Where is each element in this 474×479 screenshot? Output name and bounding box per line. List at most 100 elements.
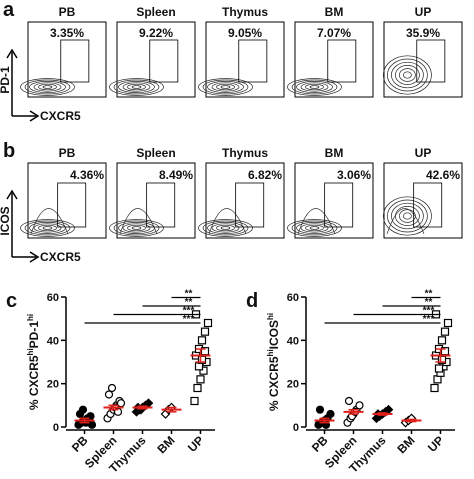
significance-label: ** — [185, 297, 193, 308]
contour — [216, 224, 235, 232]
plot-title: Thymus — [222, 5, 268, 19]
arrow-head — [6, 48, 18, 59]
data-point — [200, 327, 210, 336]
gate — [413, 182, 443, 228]
y-axis-label-part: PD-1 — [27, 321, 41, 349]
x-tick-label: PB — [309, 433, 331, 455]
contour — [20, 78, 75, 96]
plot-title: Spleen — [136, 5, 175, 19]
y-tick-label: 0 — [53, 422, 59, 434]
y-axis-label-part: ICOS — [267, 320, 281, 349]
gate-percent: 8.49% — [159, 168, 193, 182]
contour — [33, 82, 62, 92]
data-point — [87, 420, 97, 429]
contour — [118, 81, 155, 93]
y-axis-label-part: hi — [26, 348, 35, 355]
y-axis-label: ICOS — [0, 206, 12, 235]
contour — [395, 206, 420, 226]
contour — [309, 85, 320, 89]
x-tick-label: PB — [69, 433, 91, 455]
panel-letter: d — [246, 290, 258, 312]
contour — [198, 219, 253, 237]
y-axis-label: % CXCR5hiPD-1hi — [26, 314, 41, 410]
contour — [395, 65, 420, 85]
gate — [60, 39, 90, 83]
contour — [42, 226, 53, 230]
data-point — [440, 327, 450, 336]
arrow-head — [29, 110, 40, 122]
y-axis-label: PD-1 — [0, 66, 12, 94]
contour — [131, 226, 142, 230]
contour — [38, 83, 57, 91]
y-tick-label: 0 — [293, 422, 299, 434]
plot-title: UP — [415, 146, 432, 160]
panel-letter: c — [6, 290, 17, 312]
significance-label: ** — [185, 289, 193, 300]
gate — [57, 182, 87, 228]
contour — [202, 220, 249, 236]
x-tick-label: BM — [395, 433, 418, 456]
contour — [305, 83, 324, 91]
contour — [109, 219, 164, 237]
y-tick-label: 60 — [287, 292, 299, 304]
arrow-head — [29, 251, 40, 263]
arrow-head — [6, 189, 18, 200]
y-axis-label-part: hi — [26, 314, 35, 321]
gate — [416, 39, 446, 83]
data-point — [355, 401, 364, 410]
contour — [305, 224, 324, 232]
contour — [198, 78, 253, 96]
y-tick-label: 60 — [47, 292, 59, 304]
y-axis-label-part: hi — [266, 349, 275, 356]
plot-title: PB — [59, 5, 76, 19]
plot-title: Thymus — [222, 146, 268, 160]
gate-percent: 42.6% — [426, 168, 460, 182]
contour — [291, 79, 338, 95]
gate-percent: 6.82% — [248, 168, 282, 182]
contour — [220, 226, 231, 230]
data-point — [315, 405, 325, 414]
gate-percent: 9.05% — [228, 26, 262, 40]
gate-percent: 9.22% — [139, 26, 173, 40]
contour — [20, 219, 75, 237]
x-axis-label: CXCR5 — [40, 250, 81, 264]
contour — [207, 81, 244, 93]
y-tick-label: 20 — [47, 379, 59, 391]
contour — [399, 68, 416, 82]
contour — [383, 196, 432, 236]
contour — [309, 226, 320, 230]
contour — [119, 208, 158, 235]
y-tick-label: 40 — [47, 335, 59, 347]
gate-percent: 7.07% — [317, 26, 351, 40]
contour — [202, 79, 249, 95]
plot-title: PB — [59, 146, 76, 160]
gate-percent: 3.35% — [50, 26, 84, 40]
data-point — [203, 318, 213, 328]
contour — [127, 83, 146, 91]
y-axis-label-part: % CXCR5 — [267, 356, 281, 411]
contour — [387, 58, 428, 92]
data-point — [78, 405, 88, 414]
contour — [30, 208, 69, 235]
contour — [391, 61, 424, 89]
gate-percent: 35.9% — [406, 26, 440, 40]
contour — [42, 85, 53, 89]
data-point — [196, 375, 205, 384]
contour — [300, 223, 329, 233]
plot-title: UP — [415, 5, 432, 19]
significance-label: *** — [183, 314, 195, 325]
x-axis-label: CXCR5 — [40, 109, 81, 123]
x-tick-label: BM — [155, 433, 178, 456]
contour — [208, 208, 247, 235]
data-point — [344, 396, 354, 406]
contour — [287, 219, 342, 237]
contour — [109, 78, 164, 96]
contour — [131, 85, 142, 89]
gate-percent: 4.36% — [70, 168, 104, 182]
contour — [216, 83, 235, 91]
gate — [238, 39, 268, 83]
contour — [386, 208, 425, 235]
significance-label: ** — [425, 297, 433, 308]
contour — [403, 71, 412, 79]
